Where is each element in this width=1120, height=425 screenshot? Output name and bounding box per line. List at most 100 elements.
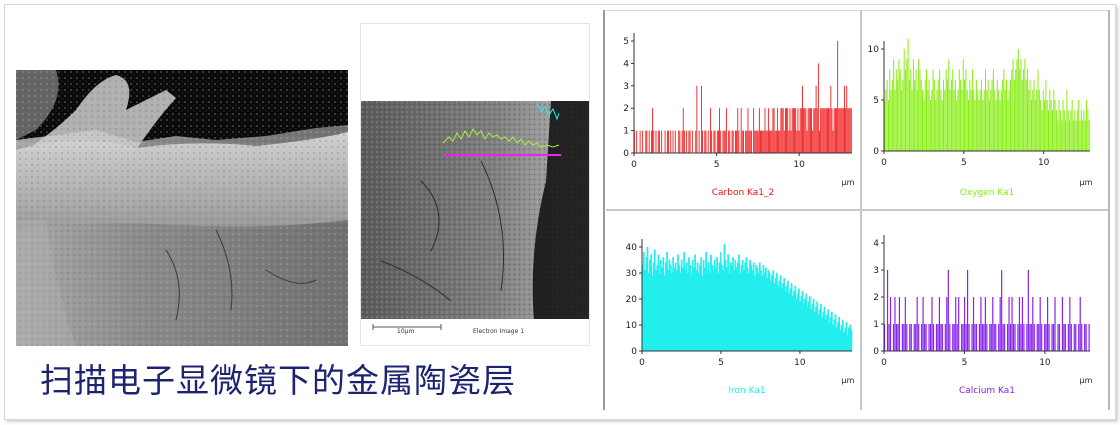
- data-bar: [645, 130, 647, 153]
- data-bar: [946, 79, 948, 151]
- data-bar: [988, 100, 990, 151]
- data-bar: [965, 324, 967, 351]
- data-bar: [1011, 297, 1013, 351]
- data-bar: [992, 297, 994, 351]
- data-bar: [937, 324, 939, 351]
- data-bar: [977, 89, 979, 151]
- data-bar: [763, 130, 765, 153]
- data-bar: [983, 324, 985, 351]
- divider: [603, 10, 605, 410]
- data-bar: [1001, 270, 1003, 351]
- data-bar: [797, 108, 799, 153]
- data-bar: [915, 69, 917, 151]
- data-bar: [1006, 79, 1008, 151]
- data-bar: [1087, 110, 1089, 151]
- data-bar: [904, 297, 906, 351]
- data-bar: [1048, 324, 1050, 351]
- x-axis-label: μm: [1080, 376, 1093, 385]
- data-bar: [928, 79, 930, 151]
- data-bar: [1012, 59, 1014, 152]
- data-bar: [1027, 270, 1029, 351]
- data-bar: [683, 130, 685, 153]
- data-bar: [670, 130, 672, 153]
- chart-title: Carbon Ka1_2: [712, 188, 775, 198]
- data-bar: [809, 108, 811, 153]
- data-bar: [974, 100, 976, 151]
- data-bar: [639, 130, 641, 153]
- data-bar: [952, 69, 954, 151]
- data-bar: [922, 89, 924, 151]
- y-tick-label: 2: [873, 293, 879, 303]
- data-bar: [831, 108, 833, 153]
- data-bar: [1072, 120, 1074, 151]
- divider: [606, 10, 1110, 11]
- data-bar: [778, 130, 780, 153]
- data-bar: [753, 108, 755, 153]
- chart-title: Oxygen Ka1: [960, 188, 1015, 198]
- x-axis-label: μm: [1080, 178, 1093, 187]
- data-bar: [1063, 110, 1065, 151]
- data-bar: [944, 89, 946, 151]
- data-bar: [989, 324, 991, 351]
- data-bar: [1044, 100, 1046, 151]
- data-bar: [1058, 100, 1060, 151]
- data-bar: [1029, 324, 1031, 351]
- data-bar: [954, 79, 956, 151]
- data-bar: [929, 324, 932, 351]
- data-bar: [775, 130, 777, 153]
- data-bar: [949, 89, 951, 151]
- data-bar: [1019, 69, 1021, 151]
- data-bar: [756, 130, 758, 153]
- data-bar: [899, 69, 901, 151]
- data-bar: [1086, 100, 1088, 151]
- data-bar: [720, 130, 722, 153]
- scale-bar-label: 10μm: [397, 328, 415, 335]
- data-bar: [1061, 297, 1064, 351]
- data-bar: [978, 100, 980, 151]
- data-bar: [1009, 324, 1012, 351]
- data-bar: [795, 108, 797, 153]
- data-bar: [1036, 89, 1038, 151]
- data-bar: [935, 324, 938, 351]
- data-bar: [1081, 324, 1083, 351]
- data-bar: [834, 108, 836, 153]
- data-bar: [1025, 79, 1027, 151]
- data-bar: [953, 89, 955, 151]
- data-bar: [814, 108, 816, 153]
- data-bar: [993, 324, 995, 351]
- data-bar: [974, 324, 976, 351]
- data-bar: [786, 108, 787, 153]
- data-bar: [994, 89, 996, 151]
- data-bar: [916, 89, 918, 151]
- data-bar: [816, 108, 818, 153]
- data-bar: [929, 100, 931, 151]
- data-bar: [927, 89, 929, 151]
- data-bar: [966, 89, 968, 151]
- sem-image-linescan: 10μm Electron Image 1: [361, 101, 589, 341]
- data-bar: [651, 130, 652, 153]
- data-bar: [1071, 100, 1073, 151]
- y-tick-label: 4: [873, 239, 879, 249]
- data-bar: [1016, 59, 1018, 152]
- data-bar: [970, 89, 972, 151]
- data-bar: [1021, 297, 1024, 351]
- y-tick-label: 3: [623, 82, 629, 92]
- data-bar: [901, 89, 903, 151]
- y-tick-label: 30: [626, 269, 638, 279]
- data-bar: [887, 100, 889, 151]
- data-bar: [958, 297, 960, 351]
- data-bar: [1017, 49, 1019, 151]
- data-bar: [770, 130, 772, 153]
- data-bar: [718, 130, 719, 153]
- data-bar: [897, 324, 899, 351]
- data-bar: [704, 130, 706, 153]
- data-bar: [838, 108, 840, 153]
- data-bar: [955, 297, 957, 351]
- data-bar: [931, 89, 933, 151]
- data-bar: [975, 79, 977, 151]
- x-axis-label: μm: [842, 376, 855, 385]
- data-bar: [771, 130, 773, 153]
- data-bar: [781, 108, 783, 153]
- data-bar: [794, 108, 795, 153]
- data-bar: [766, 130, 768, 153]
